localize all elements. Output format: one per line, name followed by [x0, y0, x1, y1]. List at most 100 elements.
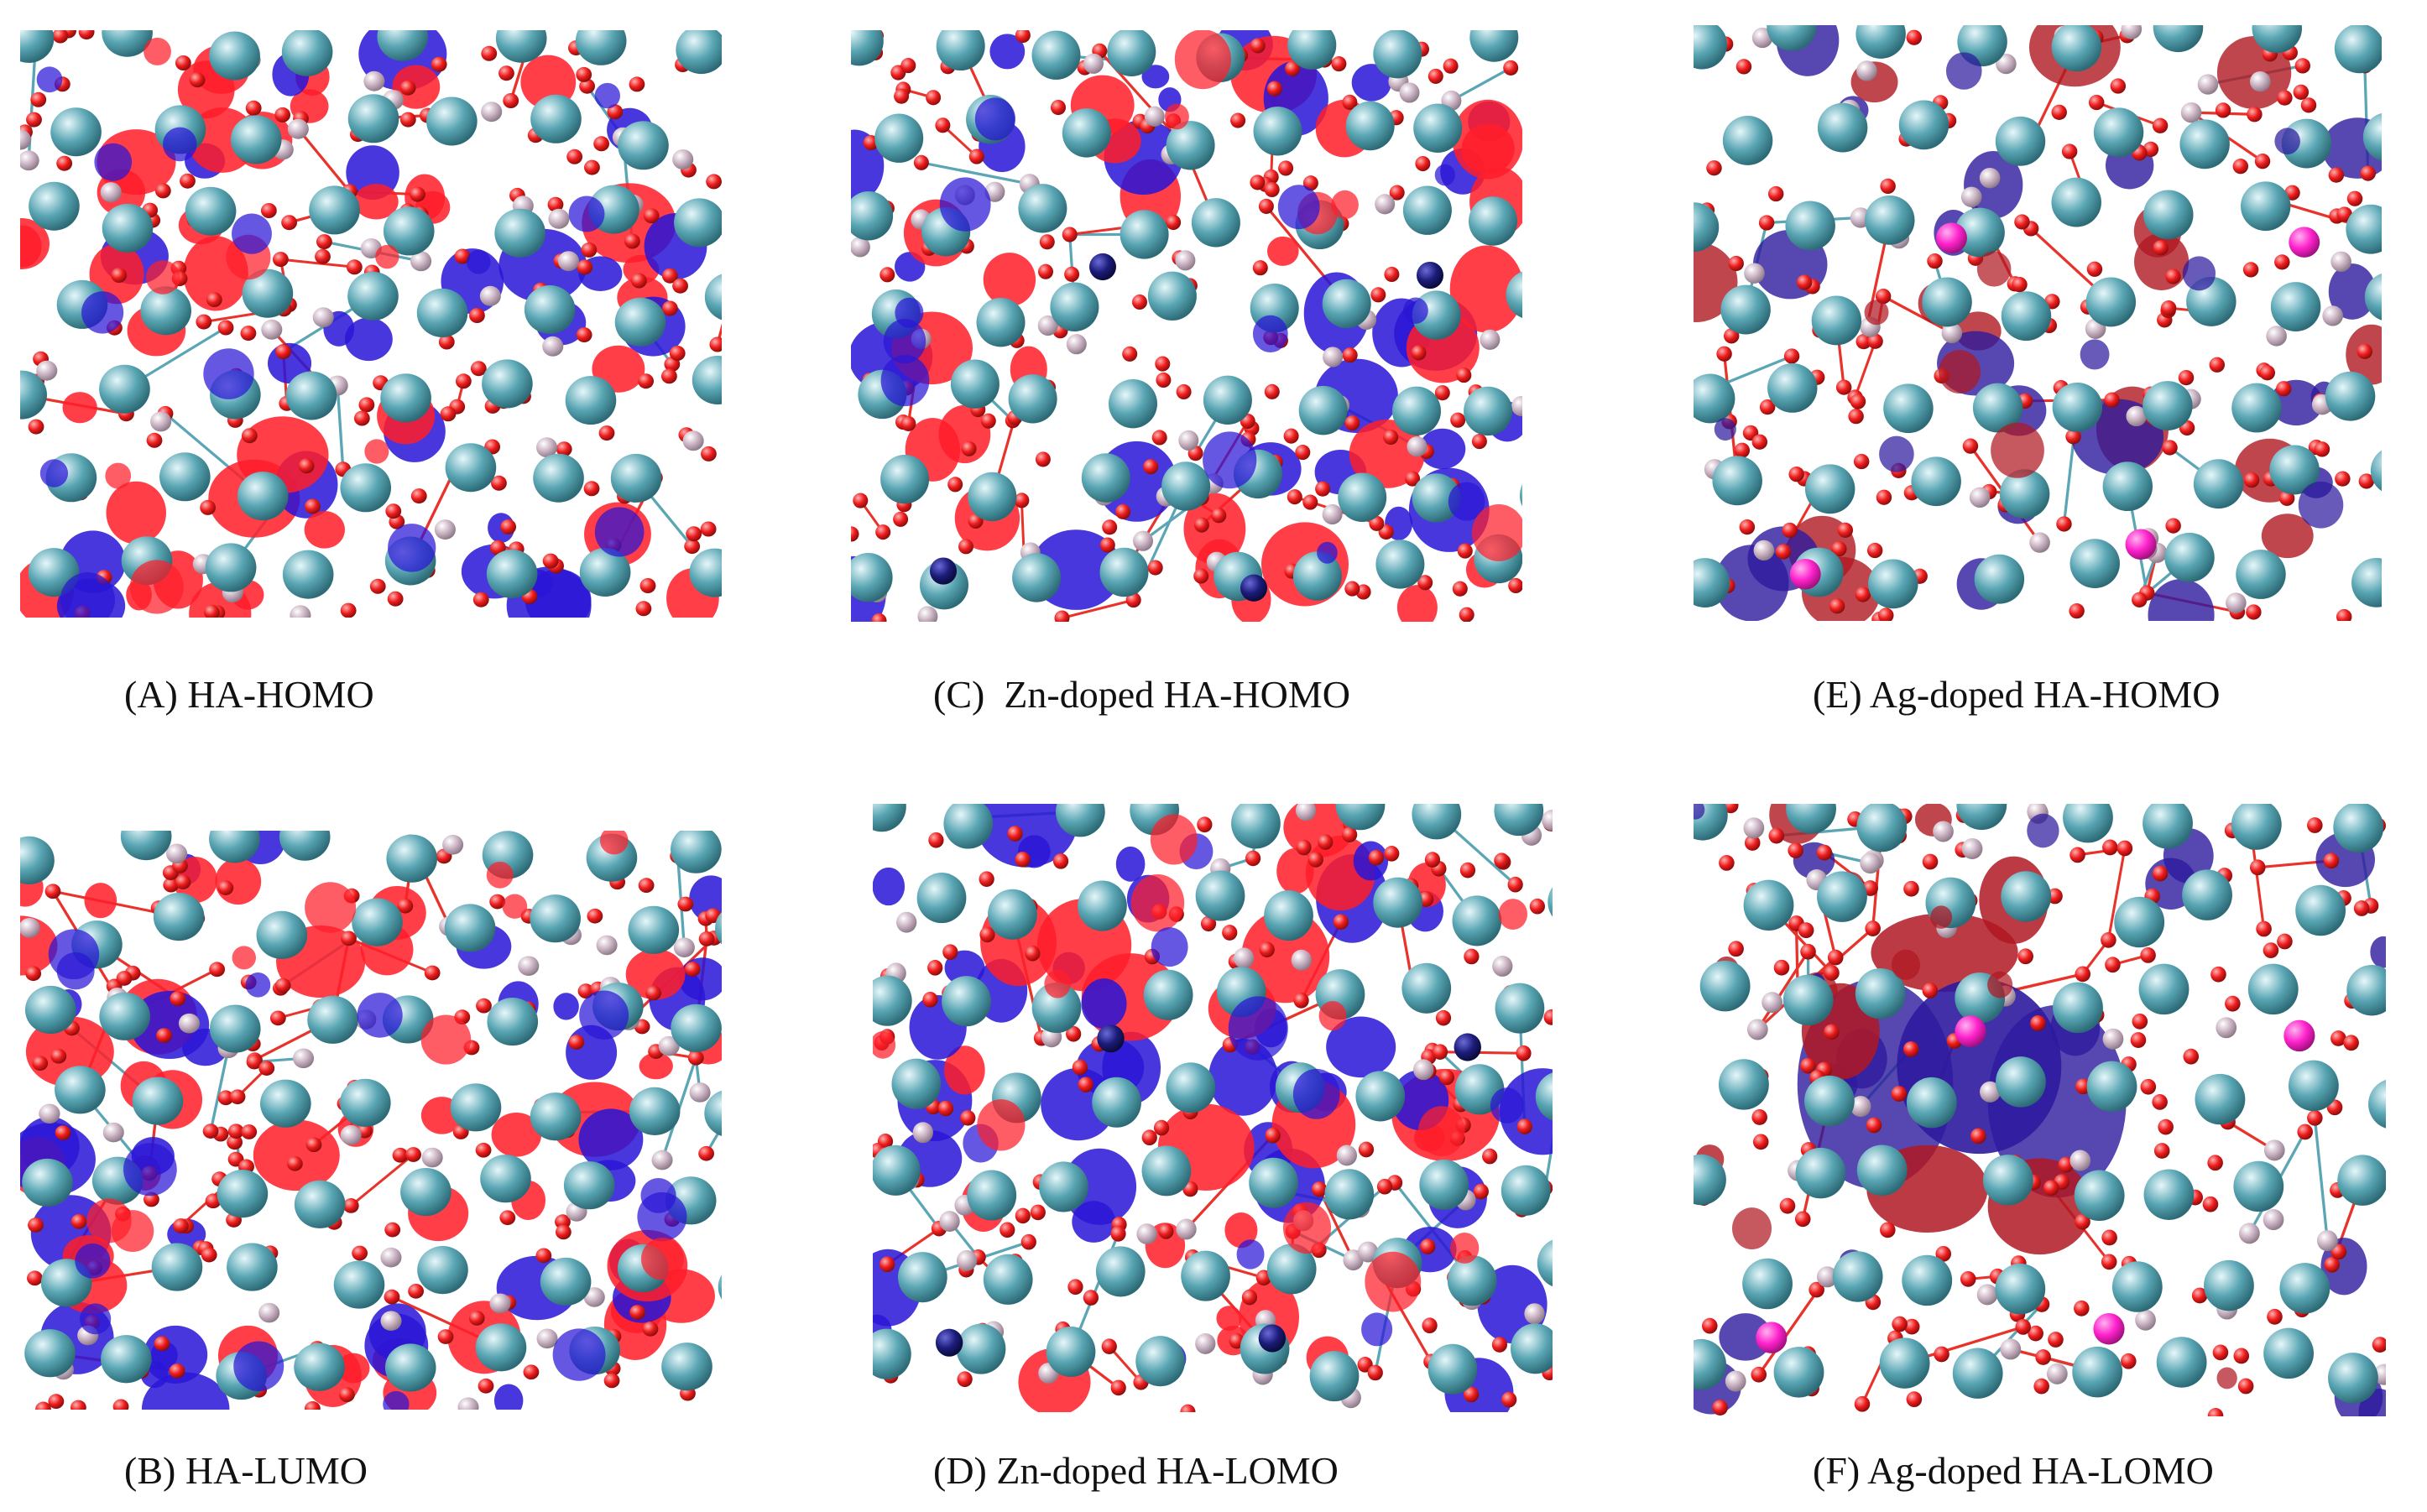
- calcium-atom: [916, 873, 967, 924]
- calcium-atom: [1782, 974, 1834, 1026]
- zinc-dopant-atom: [1240, 574, 1267, 602]
- oxygen-atom: [1331, 56, 1347, 72]
- oxygen-atom: [927, 960, 943, 976]
- oxygen-atom: [706, 174, 722, 190]
- calcium-atom: [20, 30, 55, 63]
- phosphorus-atom: [1542, 810, 1553, 831]
- phosphorus-atom: [1996, 53, 2017, 75]
- phosphorus-atom: [363, 70, 385, 91]
- oxygen-atom: [258, 1061, 275, 1076]
- oxygen-atom: [500, 519, 517, 534]
- oxygen-atom: [2047, 888, 2063, 905]
- calcium-atom: [102, 30, 153, 57]
- calcium-atom: [2001, 291, 2052, 342]
- oxygen-atom: [341, 931, 357, 946]
- calcium-atom: [874, 113, 924, 163]
- phosphorus-atom: [672, 149, 694, 169]
- oxygen-atom: [156, 1028, 172, 1043]
- oxygen-atom: [481, 45, 498, 61]
- phosphorus-atom: [1753, 540, 1775, 561]
- oxygen-atom: [1052, 853, 1069, 869]
- positive-phase-lobe: [639, 1052, 673, 1080]
- positive-phase-lobe: [1224, 1212, 1258, 1249]
- calcium-atom: [2351, 557, 2382, 607]
- oxygen-atom: [468, 1311, 485, 1326]
- oxygen-atom: [1367, 1364, 1383, 1381]
- phosphorus-atom: [2330, 251, 2351, 272]
- oxygen-atom: [196, 314, 212, 330]
- positive-phase-lobe: [1267, 236, 1299, 266]
- oxygen-atom: [44, 884, 61, 899]
- oxygen-atom: [629, 1305, 645, 1320]
- positive-phase-lobe: [1318, 1001, 1347, 1031]
- oxygen-atom: [229, 1089, 246, 1105]
- calcium-atom: [1720, 284, 1771, 335]
- phosphorus-atom: [434, 519, 456, 540]
- oxygen-atom: [2130, 1032, 2147, 1048]
- negative-phase-lobe: [1403, 297, 1428, 324]
- calcium-atom: [1039, 1161, 1088, 1212]
- calcium-atom: [1694, 1154, 1726, 1206]
- oxygen-atom: [1529, 898, 1545, 915]
- calcium-atom: [1982, 1155, 2033, 1206]
- calcium-atom: [2279, 1263, 2330, 1314]
- oxygen-atom: [227, 1124, 244, 1139]
- oxygen-atom: [677, 896, 694, 912]
- oxygen-atom: [1903, 1318, 1920, 1335]
- negative-phase-lobe: [2148, 579, 2215, 621]
- negative-phase-lobe: [578, 1108, 644, 1170]
- calcium-atom: [1413, 103, 1463, 153]
- orbital-isosurface-lobes-front: [48, 831, 687, 1410]
- phosphorus-atom: [178, 1013, 201, 1034]
- phosphorus-atom: [36, 360, 58, 381]
- calcium-atom: [227, 1243, 278, 1291]
- oxygen-atom: [2048, 1332, 2064, 1348]
- oxygen-atom: [1422, 1317, 1438, 1334]
- phosphorus-atom: [442, 834, 464, 855]
- phosphorus-atom: [290, 605, 311, 618]
- calcium-atom: [2179, 119, 2230, 169]
- oxygen-atom: [2336, 608, 2352, 621]
- oxygen-atom: [2132, 592, 2148, 607]
- calcium-atom: [2370, 450, 2382, 492]
- calcium-atom: [1427, 1343, 1478, 1395]
- oxygen-atom: [629, 76, 645, 92]
- phosphorus-atom: [1961, 837, 1983, 860]
- oxygen-atom: [1783, 348, 1800, 364]
- oxygen-atom: [274, 107, 291, 123]
- bond: [1756, 951, 1809, 1030]
- calcium-atom: [307, 995, 358, 1044]
- calcium-atom: [1795, 1147, 1846, 1199]
- oxygen-atom: [399, 80, 416, 96]
- calcium-atom: [1324, 1169, 1375, 1220]
- calcium-atom: [205, 543, 257, 592]
- oxygen-atom: [1751, 434, 1768, 450]
- bond: [2313, 1118, 2329, 1241]
- negative-phase-lobe: [883, 319, 926, 364]
- calcium-atom: [1298, 385, 1348, 435]
- negative-phase-lobe: [1203, 431, 1257, 489]
- negative-phase-lobe: [36, 66, 63, 93]
- atoms: [1694, 804, 2386, 1416]
- phosphorus-atom: [1037, 315, 1058, 336]
- oxygen-atom: [1866, 1117, 1882, 1134]
- calcium-atom: [628, 905, 680, 954]
- calcium-atom: [1855, 25, 1906, 59]
- calcium-atom: [1694, 558, 1730, 607]
- zinc-dopant-atom: [1454, 1033, 1481, 1061]
- oxygen-atom: [1344, 415, 1360, 431]
- oxygen-atom: [660, 368, 677, 384]
- calcium-atom: [1081, 453, 1130, 503]
- oxygen-atom: [28, 1217, 44, 1233]
- calcium-atom: [256, 910, 308, 959]
- calcium-atom: [2153, 25, 2204, 53]
- calcium-atom: [565, 376, 617, 425]
- calcium-atom: [132, 1077, 184, 1125]
- oxygen-atom: [1166, 214, 1182, 231]
- oxygen-atom: [1083, 1290, 1099, 1306]
- oxygen-atom: [638, 373, 655, 389]
- positive-phase-lobe: [491, 1113, 542, 1157]
- calcium-atom: [22, 1158, 73, 1207]
- phosphorus-atom: [1933, 821, 1954, 842]
- oxygen-atom: [1287, 489, 1302, 505]
